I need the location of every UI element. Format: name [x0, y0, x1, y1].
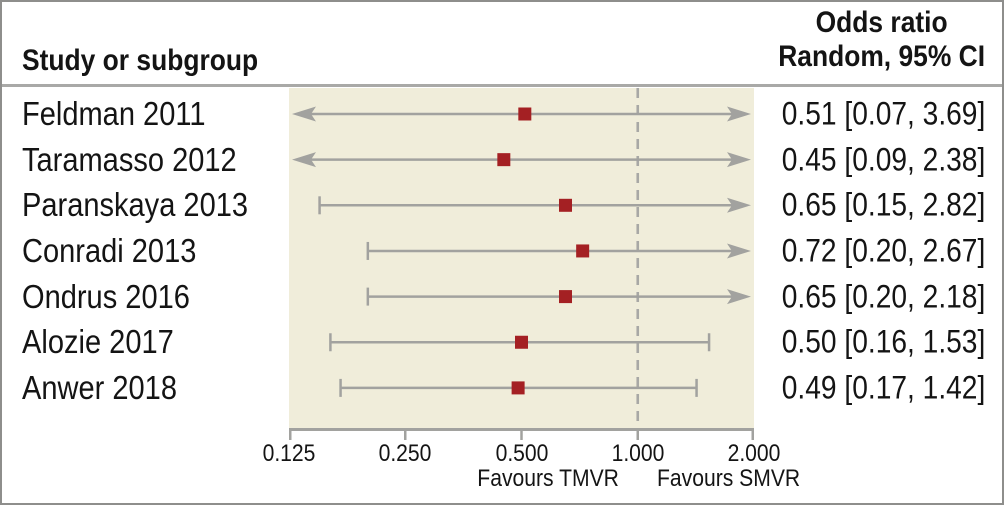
x-axis-tick-label: 0.250	[378, 440, 432, 467]
or-point-marker	[559, 198, 573, 212]
ci-arrow-right	[727, 152, 751, 168]
study-label: Conradi 2013	[22, 231, 197, 269]
ci-arrow-right	[727, 289, 751, 305]
ci-arrow-right	[727, 106, 751, 122]
or-point-marker	[576, 244, 590, 258]
header-separator	[2, 84, 1002, 87]
or-point-marker	[497, 153, 511, 167]
or-point-marker	[515, 335, 528, 349]
study-label: Feldman 2011	[22, 94, 206, 132]
favours-right-label: Favours SMVR	[656, 465, 800, 492]
or-ci-value: 0.65 [0.15, 2.82]	[781, 186, 985, 223]
or-point-marker	[559, 290, 573, 304]
or-ci-value: 0.65 [0.20, 2.18]	[781, 277, 985, 314]
or-ci-value: 0.50 [0.16, 1.53]	[781, 323, 985, 360]
ci-arrow-right	[727, 243, 751, 259]
or-ci-value: 0.45 [0.09, 2.38]	[781, 141, 985, 178]
or-point-marker	[511, 381, 525, 395]
study-label: Anwer 2018	[22, 368, 177, 406]
or-ci-value: 0.49 [0.17, 1.42]	[781, 369, 985, 406]
odds-ratio-header-line1: Odds ratio	[815, 6, 948, 39]
ci-arrow-left	[292, 106, 316, 122]
or-ci-value: 0.72 [0.20, 2.67]	[781, 232, 985, 269]
forest-plot-panel	[289, 88, 754, 440]
odds-ratio-header-line2: Random, 95% CI	[778, 40, 985, 73]
or-ci-value: 0.51 [0.07, 3.69]	[781, 95, 985, 132]
ci-arrow-right	[727, 197, 751, 213]
ci-arrow-left	[292, 152, 316, 168]
x-axis-tick-label: 1.000	[611, 440, 665, 467]
x-axis-tick-label: 2.000	[727, 440, 781, 467]
column-header-odds-ratio: Odds ratio Random, 95% CI	[778, 6, 985, 74]
column-header-study: Study or subgroup	[22, 44, 259, 77]
study-label: Ondrus 2016	[22, 277, 190, 315]
x-axis-tick-label: 0.500	[495, 440, 548, 467]
favours-left-label: Favours TMVR	[477, 465, 619, 492]
or-point-marker	[518, 107, 532, 121]
study-label: Paranskaya 2013	[22, 186, 249, 224]
plot-background	[289, 88, 754, 428]
x-axis-tick-label: 0.125	[262, 440, 316, 467]
study-label: Taramasso 2012	[22, 140, 237, 178]
study-label: Alozie 2017	[22, 323, 174, 361]
